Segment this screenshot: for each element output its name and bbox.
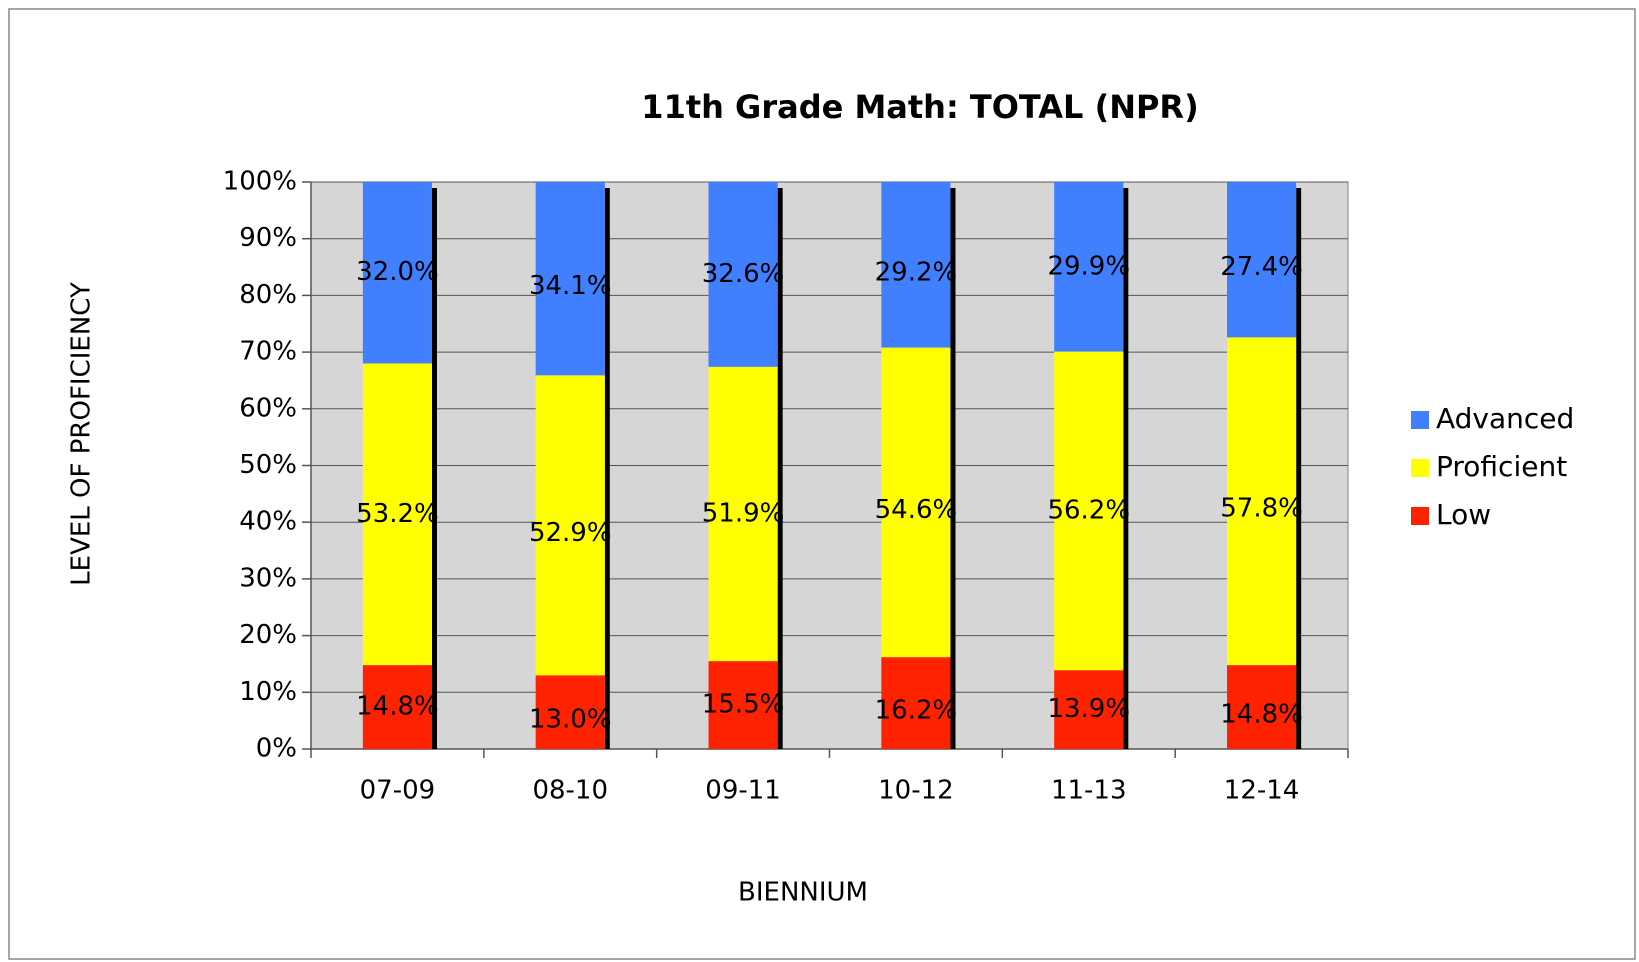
bar-segment xyxy=(535,675,605,749)
y-tick-label: 0% xyxy=(256,734,297,764)
y-tick-label: 10% xyxy=(239,677,297,707)
data-label: 32.6% xyxy=(702,259,785,289)
x-axis-label: BIENNIUM xyxy=(738,878,868,908)
y-tick-label: 80% xyxy=(239,280,297,310)
data-label: 15.5% xyxy=(702,690,785,720)
data-label: 34.1% xyxy=(529,271,612,301)
x-tick-label: 07-09 xyxy=(360,776,436,806)
bar-segment xyxy=(881,657,951,749)
y-axis-label: LEVEL OF PROFICIENCY xyxy=(67,282,97,586)
bar-shadow xyxy=(777,188,783,749)
legend-swatch xyxy=(1411,507,1429,525)
bar-segment xyxy=(362,182,432,364)
x-tick-label: 12-14 xyxy=(1224,776,1300,806)
legend-label: Advanced xyxy=(1436,402,1574,435)
y-tick-label: 30% xyxy=(239,563,297,593)
bar-segment xyxy=(535,182,605,376)
data-label: 13.0% xyxy=(529,705,612,735)
legend-swatch xyxy=(1411,459,1429,477)
data-label: 52.9% xyxy=(529,518,612,548)
bar-segment xyxy=(1227,182,1297,338)
bar-shadow xyxy=(1123,188,1129,749)
y-tick-label: 100% xyxy=(223,167,297,197)
bar-segment xyxy=(1054,670,1124,749)
bar-segment xyxy=(1227,665,1297,749)
data-label: 27.4% xyxy=(1220,252,1303,282)
y-tick-label: 20% xyxy=(239,620,297,650)
y-tick-label: 70% xyxy=(239,337,297,367)
data-label: 57.8% xyxy=(1220,494,1303,524)
x-tick-label: 11-13 xyxy=(1051,776,1127,806)
bar-shadow xyxy=(1296,188,1302,749)
bar-segment xyxy=(708,366,778,662)
data-label: 29.2% xyxy=(875,257,958,287)
data-label: 54.6% xyxy=(875,495,958,525)
bar-segment xyxy=(1054,182,1124,352)
data-label: 13.9% xyxy=(1047,694,1130,724)
y-tick-label: 50% xyxy=(239,450,297,480)
bar-segment xyxy=(881,182,951,348)
x-tick-label: 08-10 xyxy=(532,776,608,806)
bar-segment xyxy=(535,375,605,676)
y-tick-label: 60% xyxy=(239,393,297,423)
bar-segment xyxy=(881,347,951,658)
data-label: 16.2% xyxy=(875,696,958,726)
legend-label: Proficient xyxy=(1436,450,1567,483)
data-label: 32.0% xyxy=(356,257,439,287)
data-label: 29.9% xyxy=(1047,251,1130,281)
data-label: 14.8% xyxy=(356,692,439,722)
x-tick-label: 10-12 xyxy=(878,776,954,806)
bar-segment xyxy=(362,363,432,666)
bar-segment xyxy=(708,182,778,367)
y-tick-label: 90% xyxy=(239,223,297,253)
data-label: 56.2% xyxy=(1047,495,1130,525)
bar-segment xyxy=(1227,337,1297,666)
bar-shadow xyxy=(431,188,437,749)
legend-swatch xyxy=(1411,411,1429,429)
data-label: 14.8% xyxy=(1220,700,1303,730)
data-label: 51.9% xyxy=(702,498,785,528)
legend-label: Low xyxy=(1436,498,1491,531)
bar-shadow xyxy=(950,188,956,749)
x-tick-label: 09-11 xyxy=(705,776,781,806)
y-tick-label: 40% xyxy=(239,507,297,537)
data-label: 53.2% xyxy=(356,499,439,529)
bar-shadow xyxy=(604,188,610,749)
chart-title: 11th Grade Math: TOTAL (NPR) xyxy=(641,88,1198,126)
bar-segment xyxy=(708,661,778,749)
bar-segment xyxy=(362,665,432,749)
bar-segment xyxy=(1054,351,1124,671)
